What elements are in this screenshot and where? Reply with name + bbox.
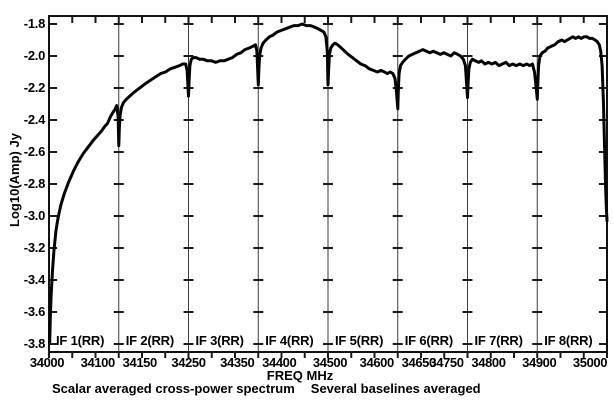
if-band-label: IF 1(RR) [56, 333, 105, 348]
y-tick-label: -2.0 [23, 48, 46, 63]
x-tick-label: 34900 [522, 355, 557, 370]
caption-spectrum-type: Scalar averaged cross-power spectrum [52, 381, 295, 396]
spectrum-curve [48, 22, 609, 344]
x-tick-label: 35000 [572, 355, 608, 370]
y-tick-label: -2.2 [23, 80, 46, 95]
if-band-label: IF 6(RR) [404, 333, 453, 348]
if-band-label: IF 4(RR) [265, 333, 314, 348]
if-band-label: IF 7(RR) [474, 333, 523, 348]
footer-caption: Scalar averaged cross-power spectrum Sev… [52, 381, 481, 396]
x-tick-label: 34750 [429, 355, 464, 370]
x-tick-label: 34800 [471, 355, 506, 370]
x-axis-title: FREQ MHz [266, 368, 334, 383]
x-tick-label: 34650 [401, 355, 437, 370]
y-tick-label: -3.0 [23, 208, 46, 223]
if-band-label: IF 2(RR) [125, 333, 174, 348]
if-band-label: IF 8(RR) [544, 333, 593, 348]
x-tick-label: 34000 [29, 355, 65, 370]
x-tick-label: 34400 [262, 355, 297, 370]
x-tick-label: 34100 [80, 355, 116, 370]
if-band-label: IF 5(RR) [335, 333, 384, 348]
y-tick-label: -2.6 [23, 144, 46, 159]
caption-averaging-note: Several baselines averaged [310, 381, 481, 396]
y-tick-label: -3.8 [23, 336, 46, 351]
y-tick-label: -2.4 [23, 112, 46, 127]
x-tick-label: 34150 [122, 355, 158, 370]
y-tick-label: -3.4 [23, 272, 46, 287]
x-tick-label: 34500 [312, 355, 348, 370]
if-band-label: IF 3(RR) [195, 333, 244, 348]
y-tick-label: -3.6 [23, 304, 46, 319]
x-tick-label: 34250 [171, 355, 206, 370]
x-tick-label: 34350 [220, 355, 255, 370]
y-tick-label: -2.8 [23, 176, 46, 191]
y-tick-label: -3.2 [23, 240, 46, 255]
y-tick-label: -1.8 [23, 16, 46, 31]
x-tick-label: 34600 [359, 355, 395, 370]
